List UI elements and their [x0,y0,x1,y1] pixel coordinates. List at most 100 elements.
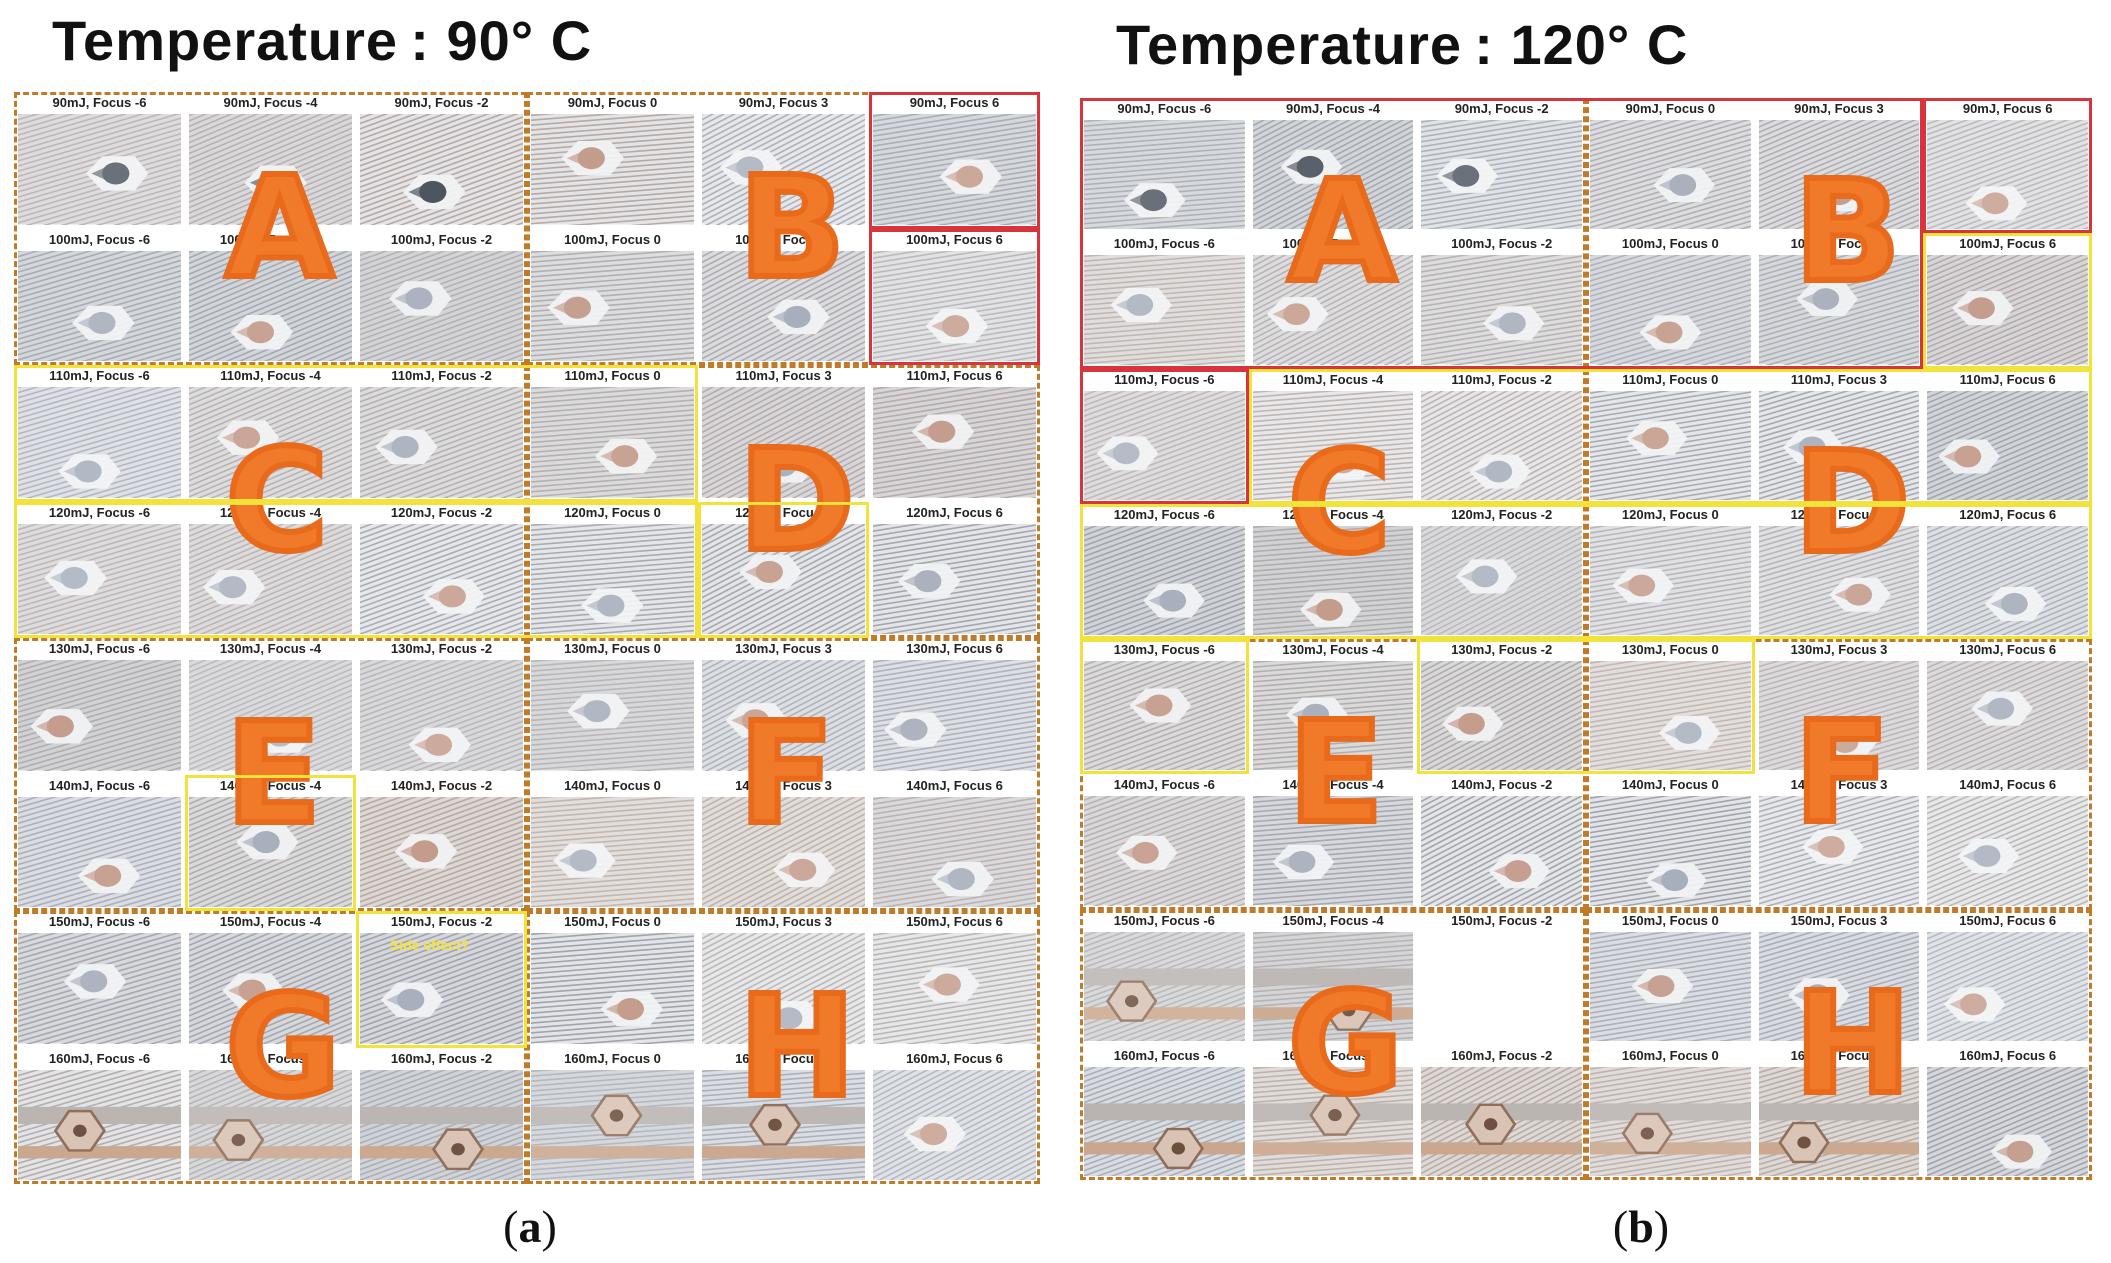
grid-cell: 90mJ, Focus 0 [527,92,698,229]
cell-label: 100mJ, Focus 3 [698,228,869,251]
micrograph-image [1084,1066,1245,1176]
grid-cell: 150mJ, Focus 3 [1754,909,1924,1045]
micrograph-image [189,387,352,498]
micrograph-image [360,1069,523,1180]
grid-cell: 90mJ, Focus -6 [1080,98,1249,233]
cell-label: 120mJ, Focus 0 [527,501,698,524]
grid-cell: 90mJ, Focus -2 [356,92,527,229]
grid-cell: 120mJ, Focus 0 [1586,503,1755,639]
cell-label: 140mJ, Focus 3 [1754,774,1924,797]
micrograph-image [1758,390,1920,500]
micrograph-image [1758,661,1920,771]
cell-label: 140mJ, Focus -4 [1248,774,1418,797]
grid-cell: 140mJ, Focus -2 [1417,774,1586,909]
micrograph-image [1927,390,2088,500]
micrograph-image [702,660,865,771]
cell-label: 120mJ, Focus 0 [1586,503,1755,526]
micrograph-image [1590,661,1751,771]
grid-cell: 130mJ, Focus -6 [1080,639,1249,774]
cell-label: 110mJ, Focus -6 [14,365,185,387]
cell-label: 100mJ, Focus -4 [185,228,356,251]
grid-cell: 140mJ, Focus 3 [698,774,869,912]
grid-cell: 100mJ, Focus 0 [1586,233,1755,368]
cell-label: 100mJ, Focus -2 [1417,233,1586,256]
grid-cell: 120mJ, Focus 6 [869,501,1040,639]
cell-label: 160mJ, Focus 6 [869,1047,1040,1070]
grid-cell: 120mJ, Focus -4 [185,501,356,639]
grid-cell: 150mJ, Focus -6 [1080,909,1249,1045]
grid-cell: 110mJ, Focus -2 [356,365,527,502]
grid-cell: 130mJ, Focus 0 [1586,639,1755,774]
cell-label: 90mJ, Focus -2 [1417,98,1586,120]
cell-label: 100mJ, Focus 6 [869,228,1040,251]
grid-cell: 140mJ, Focus -4 [1248,774,1418,909]
grid-cell: 100mJ, Focus -6 [1080,233,1249,368]
grid-cell: 100mJ, Focus -2 [1417,233,1586,368]
image-grid: 90mJ, Focus -6 90mJ, Focus -4 90mJ, Focu… [1080,98,2092,1180]
cell-label: 130mJ, Focus -6 [1080,639,1249,661]
cell-label: 160mJ, Focus 3 [1754,1044,1924,1067]
micrograph-image [1252,390,1414,500]
grid-cell: 110mJ, Focus 3 [698,365,869,502]
grid-cell: 110mJ, Focus 0 [527,365,698,502]
grid-cell: 100mJ, Focus 3 [1754,233,1924,368]
grid-cell: 90mJ, Focus -4 [1248,98,1418,233]
grid-cell: 140mJ, Focus -6 [1080,774,1249,909]
cell-label: 110mJ, Focus -6 [1080,368,1249,391]
micrograph-image [1421,932,1582,1041]
cell-label: 120mJ, Focus -6 [14,501,185,524]
cell-label: 160mJ, Focus 6 [1923,1044,2092,1067]
micrograph-image [531,1069,694,1180]
cell-label: 90mJ, Focus 3 [1754,98,1924,120]
cell-label: 130mJ, Focus -2 [356,638,527,660]
micrograph-image [531,387,694,498]
grid-cell: 140mJ, Focus -4 [185,774,356,912]
cell-label: 150mJ, Focus 0 [1586,909,1755,932]
cell-label: 100mJ, Focus 0 [1586,233,1755,256]
cell-label: 160mJ, Focus -4 [185,1047,356,1070]
micrograph-image [1590,796,1751,906]
micrograph-image [531,933,694,1044]
grid-cell: 110mJ, Focus 6 [1923,368,2092,504]
cell-label: 130mJ, Focus 0 [527,638,698,660]
cell-label: 120mJ, Focus 6 [1923,503,2092,526]
micrograph-image [1421,796,1582,906]
micrograph-image [1590,931,1751,1041]
cell-label: 130mJ, Focus -4 [185,638,356,660]
cell-label: 160mJ, Focus -6 [14,1047,185,1070]
grid-cell: 160mJ, Focus -2 [356,1047,527,1185]
micrograph-image [1421,1066,1582,1176]
cell-label: 160mJ, Focus 3 [698,1047,869,1070]
cell-label: 90mJ, Focus 0 [1586,98,1755,120]
grid-cell: 100mJ, Focus -6 [14,228,185,366]
cell-label: 130mJ, Focus 6 [869,638,1040,660]
panel-caption: (a) [503,1201,557,1252]
cell-label: 110mJ, Focus 6 [869,365,1040,387]
cell-label: 150mJ, Focus 6 [1923,909,2092,932]
grid-cell: 110mJ, Focus -4 [185,365,356,502]
cell-label: 120mJ, Focus -4 [185,501,356,524]
cell-label: 150mJ, Focus 6 [869,911,1040,933]
micrograph-image [1084,525,1245,635]
grid-cell: 160mJ, Focus 0 [1586,1044,1755,1180]
grid-cell: 140mJ, Focus -2 [356,774,527,912]
grid-cell: 120mJ, Focus -6 [14,501,185,639]
micrograph-image [18,114,181,225]
cell-label: 150mJ, Focus 3 [1754,909,1924,932]
micrograph-image [873,660,1036,771]
micrograph-image [702,933,865,1044]
cell-label: 160mJ, Focus -2 [1417,1044,1586,1067]
cell-label: 140mJ, Focus -4 [185,774,356,797]
cell-label: 150mJ, Focus -4 [185,911,356,933]
cell-label: 140mJ, Focus 0 [1586,774,1755,797]
grid-cell: 160mJ, Focus 0 [527,1047,698,1185]
cell-label: 90mJ, Focus 3 [698,92,869,114]
cell-label: 100mJ, Focus 3 [1754,233,1924,256]
micrograph-image [1252,1066,1414,1176]
micrograph-image [1927,931,2088,1041]
grid-cell: 130mJ, Focus 3 [1754,639,1924,774]
cell-label: 110mJ, Focus -4 [1248,368,1418,391]
micrograph-image [702,114,865,225]
grid-cell: 100mJ, Focus 3 [698,228,869,366]
cell-label: 120mJ, Focus -2 [1417,503,1586,526]
